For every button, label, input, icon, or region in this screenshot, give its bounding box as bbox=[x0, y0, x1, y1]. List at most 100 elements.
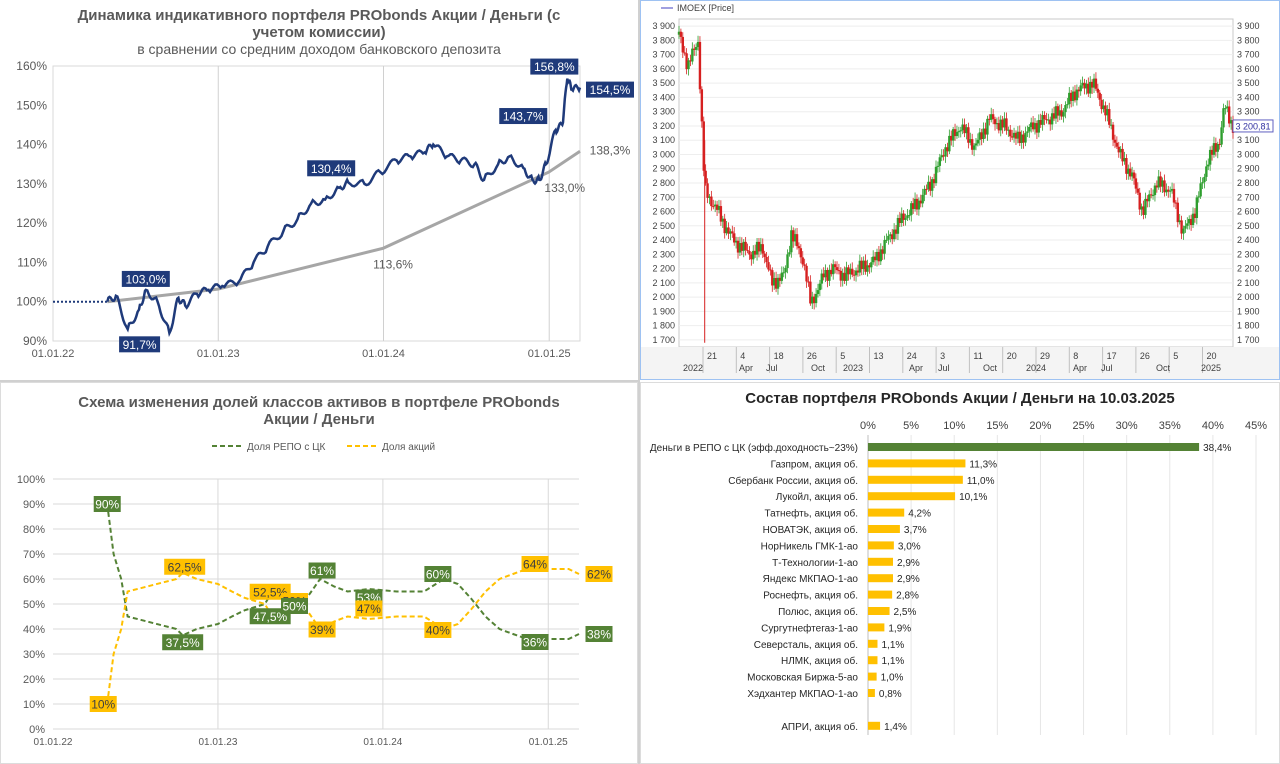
x-tick-label-top: 5 bbox=[840, 351, 845, 361]
candle-body bbox=[913, 198, 917, 209]
data-label: 90% bbox=[95, 498, 119, 512]
x-axis-band bbox=[641, 347, 1279, 379]
candle-body bbox=[1007, 129, 1010, 131]
candle-body bbox=[868, 265, 871, 268]
candle-body bbox=[689, 60, 692, 62]
candle-body bbox=[1041, 115, 1044, 125]
candle-body bbox=[1037, 120, 1041, 133]
x-tick-label: 0% bbox=[860, 420, 876, 432]
candle-body bbox=[702, 121, 705, 171]
bar bbox=[868, 656, 878, 665]
y-tick-label-left: 3 800 bbox=[652, 35, 675, 45]
x-tick-label-bottom: Apr bbox=[909, 363, 923, 373]
candle-body bbox=[828, 269, 831, 281]
candle-body bbox=[1047, 119, 1050, 121]
candle-body bbox=[698, 41, 702, 90]
candle-body bbox=[1111, 124, 1115, 140]
candle-body bbox=[1005, 118, 1008, 131]
candle-body bbox=[864, 260, 867, 272]
candle-body bbox=[1026, 131, 1029, 133]
x-tick-label-top: 26 bbox=[807, 351, 817, 361]
bar bbox=[868, 443, 1200, 451]
y-tick-label: 10% bbox=[23, 699, 45, 711]
x-tick-label-top: 29 bbox=[1040, 351, 1050, 361]
candle-body bbox=[1218, 143, 1221, 145]
candle-body bbox=[826, 269, 829, 281]
candle-body bbox=[832, 264, 835, 275]
candle-body bbox=[679, 31, 683, 37]
candle-body bbox=[875, 251, 879, 261]
candle-body bbox=[744, 241, 747, 251]
y-tick-label-right: 2 800 bbox=[1237, 178, 1260, 188]
portfolio-dynamics-plot: 90% 100% 110% 120% 130% 140% 150% 160% 01.01.22 0… bbox=[16, 58, 634, 360]
candle-body bbox=[1151, 195, 1155, 197]
candle-body bbox=[782, 272, 785, 274]
x-tick-label: 40% bbox=[1202, 420, 1224, 432]
candle-body bbox=[742, 241, 745, 251]
candle-body bbox=[677, 31, 681, 35]
y-tick-label-right: 2 000 bbox=[1237, 292, 1260, 302]
candle-body bbox=[877, 251, 881, 262]
candle-body bbox=[1199, 183, 1202, 197]
candle-body bbox=[942, 155, 945, 157]
candle-body bbox=[776, 277, 780, 289]
candle-body bbox=[1077, 89, 1080, 92]
bar-value-label: 3,7% bbox=[904, 525, 927, 536]
category-label: НОВАТЭК, акция об. bbox=[763, 524, 858, 536]
candle-body bbox=[862, 260, 865, 270]
candle-body bbox=[1195, 197, 1199, 219]
bar-value-label: 2,5% bbox=[894, 607, 917, 618]
y-tick-label-left: 1 800 bbox=[652, 321, 675, 331]
chart-title-line1: Схема изменения долей классов активов в … bbox=[78, 394, 560, 411]
candle-body bbox=[921, 194, 924, 204]
candle-body bbox=[929, 181, 932, 191]
data-label-box bbox=[93, 496, 121, 512]
candle-body bbox=[1197, 196, 1200, 198]
candle-body bbox=[1167, 189, 1170, 192]
candle-body bbox=[797, 246, 801, 249]
candle-body bbox=[988, 118, 991, 120]
candle-body bbox=[812, 296, 816, 304]
candle-body bbox=[1109, 124, 1113, 126]
data-label-box bbox=[530, 58, 579, 75]
chart-title: Состав портфеля PRObonds Акции / Деньги … bbox=[745, 390, 1175, 407]
candle-body bbox=[771, 270, 774, 286]
candle-body bbox=[852, 274, 856, 276]
data-label: 61% bbox=[310, 564, 334, 578]
candle-body bbox=[911, 203, 915, 209]
data-label: 133,0% bbox=[544, 181, 585, 195]
candle-body bbox=[873, 256, 877, 261]
y-tick-label-right: 3 400 bbox=[1237, 92, 1260, 102]
x-tick-label: 15% bbox=[986, 420, 1008, 432]
y-tick-label-right: 1 800 bbox=[1237, 321, 1260, 331]
candle-body bbox=[1108, 109, 1111, 125]
x-tick-label: 30% bbox=[1116, 420, 1138, 432]
candle-body bbox=[1064, 105, 1067, 113]
candle-body bbox=[871, 256, 875, 263]
imoex-price-chart: 1 700 1 700 1 800 1 800 1 900 1 900 2 000 2 000… bbox=[640, 0, 1280, 380]
candle-body bbox=[1073, 91, 1077, 101]
candle-body bbox=[1045, 119, 1048, 121]
candle-body bbox=[801, 257, 804, 265]
data-label-box bbox=[499, 108, 548, 125]
bar-value-label: 11,3% bbox=[969, 459, 997, 470]
candle-body bbox=[1212, 143, 1216, 155]
x-tick-label-top: 3 bbox=[940, 351, 945, 361]
vertical-divider bbox=[638, 0, 640, 764]
x-tick-label: 20% bbox=[1029, 420, 1051, 432]
x-tick-label-top: 26 bbox=[1140, 351, 1150, 361]
candle-body bbox=[951, 129, 955, 141]
bar bbox=[868, 525, 900, 533]
bar bbox=[868, 475, 963, 484]
y-tick-label: 60% bbox=[23, 574, 45, 586]
x-tick-label-top: 18 bbox=[774, 351, 784, 361]
y-tick-label-right: 1 900 bbox=[1237, 306, 1260, 316]
y-tick-label-right: 2 200 bbox=[1237, 264, 1260, 274]
data-label: 62,5% bbox=[168, 560, 202, 574]
data-label: 40% bbox=[426, 624, 450, 638]
candle-body bbox=[1001, 119, 1004, 128]
candle-body bbox=[816, 290, 820, 295]
data-label: 62% bbox=[587, 568, 611, 582]
candle-body bbox=[1159, 176, 1162, 187]
category-label: НЛМК, акция об. bbox=[781, 655, 858, 667]
